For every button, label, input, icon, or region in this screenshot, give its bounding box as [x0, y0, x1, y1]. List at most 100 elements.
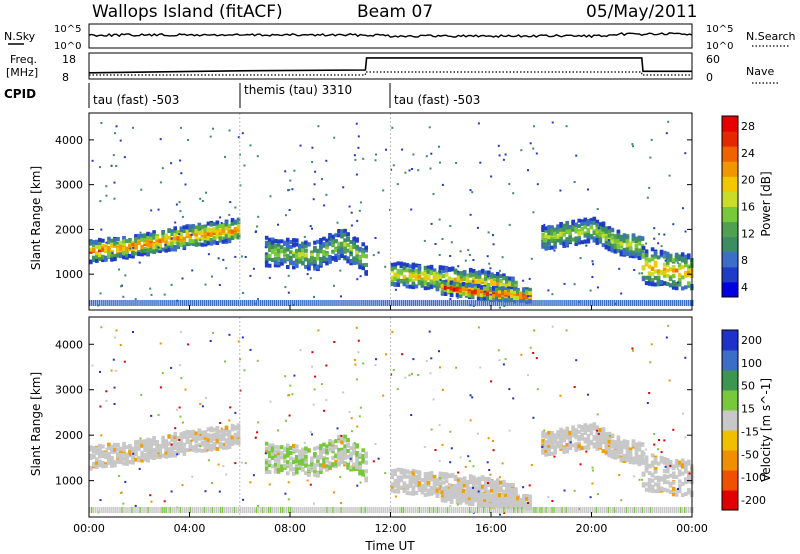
power-cell: [101, 244, 105, 249]
power-cell: [455, 293, 460, 298]
power-cell: [628, 241, 633, 246]
velocity-cell: [677, 486, 682, 491]
velocity-cell: [637, 462, 642, 467]
velocity-cell: [182, 442, 187, 447]
velocity-cell: [182, 431, 187, 435]
velocity-cell: [619, 450, 624, 455]
velocity-cell: [577, 437, 581, 442]
power-ground-scatter: [396, 300, 398, 306]
power-cell: [203, 236, 208, 241]
power-ground-scatter: [615, 300, 618, 306]
power-cell: [319, 238, 323, 242]
power-ground-scatter: [316, 300, 318, 306]
power-speckle: [284, 170, 287, 173]
velocity-cell: [334, 439, 338, 444]
power-cell: [589, 235, 594, 240]
velocity-speckle: [350, 430, 353, 433]
velocity-speckle: [430, 428, 433, 431]
power-cell: [349, 240, 353, 245]
velocity-cell: [647, 478, 652, 483]
velocity-cell: [143, 444, 147, 449]
power-cell: [346, 256, 350, 261]
power-cell: [541, 228, 545, 233]
power-cell: [236, 225, 241, 229]
velocity-cell: [610, 452, 615, 457]
velocity-speckle: [354, 363, 357, 366]
velocity-cell: [173, 442, 177, 447]
power-speckle: [323, 204, 326, 207]
velocity-cell: [270, 455, 275, 460]
power-ground-scatter: [474, 300, 477, 306]
velocity-cell: [349, 458, 353, 463]
velocity-cell: [417, 486, 422, 491]
velocity-cell: [473, 493, 478, 498]
power-cell: [516, 289, 520, 294]
power-cell: [146, 235, 150, 240]
power-speckle: [299, 144, 302, 147]
power-cell: [340, 244, 344, 249]
velocity-cell: [423, 472, 428, 477]
power-cell: [167, 235, 171, 240]
power-ground-scatter: [669, 300, 672, 306]
power-cell: [458, 283, 463, 288]
velocity-cell: [292, 457, 296, 462]
beam-label: Beam 07: [357, 2, 433, 22]
velocity-cell: [613, 444, 618, 449]
velocity-cell: [429, 476, 434, 481]
velocity-cell: [610, 433, 615, 438]
velocity-cell: [301, 461, 305, 466]
velocity-cell: [490, 499, 494, 504]
velocity-cell: [610, 439, 615, 444]
power-cell: [480, 268, 485, 273]
power-cell: [432, 280, 437, 285]
velocity-cell: [628, 447, 633, 452]
power-ground-scatter: [667, 300, 670, 306]
velocity-cell: [634, 442, 639, 447]
power-cell: [264, 235, 269, 240]
velocity-cell: [140, 440, 144, 444]
power-cell: [662, 250, 667, 255]
velocity-cell: [601, 432, 606, 437]
power-cell: [668, 267, 673, 272]
velocity-cell: [601, 428, 606, 432]
velocity-speckle: [425, 359, 428, 362]
power-ground-scatter: [332, 300, 334, 306]
power-cell: [665, 256, 670, 261]
power-cell: [511, 276, 515, 281]
power-cell: [179, 228, 184, 233]
power-cell: [498, 286, 502, 291]
velocity-cell: [671, 492, 676, 497]
velocity-cell: [544, 444, 548, 449]
power-ground-scatter: [370, 300, 372, 306]
velocity-speckle: [467, 455, 470, 458]
power-ground-scatter: [619, 300, 622, 306]
power-cell: [304, 243, 308, 248]
power-cell: [140, 234, 144, 239]
velocity-cell: [337, 451, 341, 456]
velocity-cell: [89, 455, 93, 460]
power-speckle: [684, 152, 687, 155]
power-cell: [361, 249, 365, 254]
power-cell: [322, 236, 326, 241]
velocity-cell: [393, 472, 398, 476]
velocity-cell: [498, 493, 502, 498]
y-tick-label: 1000: [55, 268, 83, 281]
velocity-cell: [95, 450, 99, 455]
power-speckle: [490, 175, 493, 178]
power-ground-scatter: [521, 300, 523, 306]
power-cell: [176, 240, 180, 245]
velocity-cell: [170, 438, 174, 442]
power-cell: [628, 252, 633, 257]
power-ground-scatter: [537, 300, 539, 306]
velocity-cell: [665, 469, 670, 474]
power-cell: [568, 232, 572, 237]
power-ground-scatter: [557, 300, 559, 306]
power-speckle: [181, 277, 184, 280]
power-cell: [674, 268, 679, 273]
power-cell: [158, 249, 162, 253]
power-cell: [307, 263, 311, 268]
power-speckle: [149, 287, 152, 290]
power-cell: [155, 241, 159, 246]
velocity-cell: [592, 426, 597, 431]
velocity-speckle: [291, 393, 294, 396]
